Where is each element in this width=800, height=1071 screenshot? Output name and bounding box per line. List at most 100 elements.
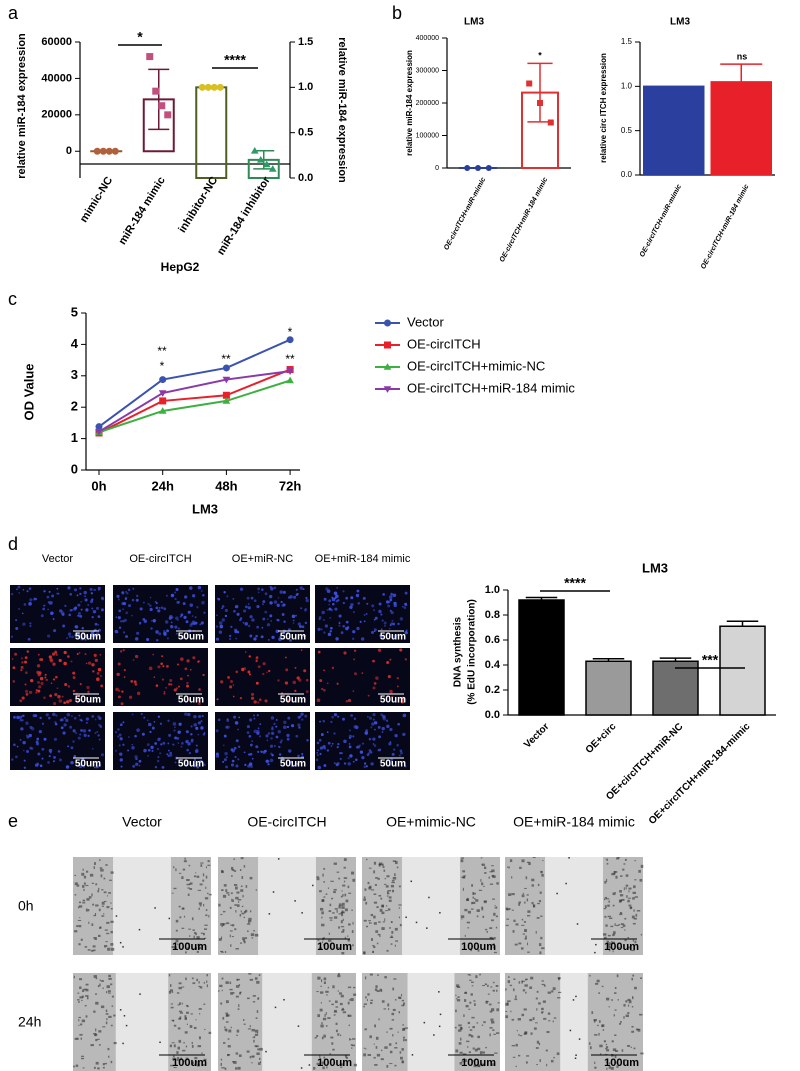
cell-speck (388, 1008, 390, 1011)
cell-speck (388, 899, 392, 902)
cell-speck (634, 896, 638, 898)
cell-dot (138, 760, 142, 763)
cell-speck (76, 884, 80, 887)
cell-speck (474, 1048, 478, 1052)
cell-dot (12, 666, 16, 670)
cell-speck (230, 892, 233, 895)
cell-dot (18, 608, 21, 610)
cell-speck (512, 930, 515, 933)
cell-speck (604, 880, 607, 884)
cell-speck (467, 927, 470, 929)
cell-dot (323, 597, 327, 601)
cell-speck (345, 1057, 349, 1059)
cell-dot (330, 608, 334, 612)
cell-dot (132, 659, 135, 661)
cell-dot (389, 598, 393, 602)
cell-speck (598, 992, 600, 994)
cell-dot (246, 596, 250, 600)
cell-speck (456, 986, 461, 989)
cell-speck (617, 946, 620, 949)
cell-dot (170, 625, 173, 627)
cell-speck (481, 882, 484, 886)
scale-bar-label: 100um (317, 941, 352, 953)
cell-speck (82, 899, 86, 902)
cell-dot (78, 652, 81, 654)
cell-speck (82, 885, 85, 888)
cell-speck (91, 893, 93, 897)
cell-dot (161, 765, 165, 769)
cell-dot (251, 618, 255, 622)
cell-speck (631, 915, 635, 919)
cell-dot (253, 637, 257, 641)
cell-speck (470, 949, 473, 952)
cell-speck (190, 1013, 193, 1015)
y-tick-label: 1.0 (298, 81, 313, 93)
cell-dot (168, 682, 171, 686)
cell-dot (155, 684, 159, 687)
cell-speck (525, 978, 528, 980)
cell-dot (273, 586, 277, 590)
cell-speck (558, 977, 561, 981)
cell-speck (251, 1056, 255, 1058)
cell-dot (251, 757, 254, 760)
cell-dot (399, 648, 403, 652)
cell-dot (226, 718, 229, 721)
cell-dot (221, 605, 225, 608)
cell-speck (102, 987, 104, 990)
cell-dot (147, 748, 151, 752)
cell-speck (507, 980, 511, 984)
cell-dot (255, 745, 259, 749)
cell-dot (87, 603, 90, 606)
cell-speck (391, 881, 395, 884)
cell-dot (47, 608, 49, 611)
cell-speck (198, 981, 200, 984)
cell-dot (381, 619, 384, 622)
cell-speck (386, 905, 388, 907)
cell-dot (41, 747, 45, 751)
cell-speck (106, 985, 110, 989)
cell-dot (248, 734, 252, 738)
cell-dot (246, 725, 250, 729)
cell-dot (114, 629, 119, 634)
cell-speck (253, 1035, 256, 1039)
cell-dot (190, 725, 193, 728)
cell-speck (594, 1061, 596, 1065)
cell-dot (220, 680, 224, 684)
cell-dot (37, 672, 41, 677)
cell-dot (156, 747, 160, 751)
data-point (216, 83, 224, 91)
x-axis-label: HepG2 (161, 260, 200, 274)
cell-speck (105, 991, 108, 994)
cell-speck (468, 1026, 470, 1028)
cell-speck (553, 1017, 557, 1019)
cell-speck (185, 1045, 188, 1048)
cell-speck (472, 1047, 475, 1050)
cell-dot (166, 629, 169, 633)
cell-speck (206, 980, 208, 983)
cell-speck (398, 916, 401, 919)
y-tick-label: 300000 (416, 67, 439, 74)
cell-speck (479, 1051, 482, 1055)
cell-speck (338, 903, 342, 907)
cell-dot (83, 590, 87, 595)
cell-speck (616, 924, 619, 927)
cell-speck (619, 1022, 622, 1025)
cell-dot (28, 602, 32, 606)
cell-dot (335, 637, 339, 641)
cell-dot (26, 750, 30, 754)
cell-speck (635, 913, 638, 917)
cell-speck (106, 932, 110, 935)
cell-dot (143, 748, 147, 753)
cell-dot (319, 720, 322, 723)
cell-dot (257, 727, 260, 730)
cell-dot (134, 654, 139, 659)
cell-dot (62, 732, 65, 735)
cell-dot (136, 594, 139, 598)
cell-speck (603, 898, 606, 901)
cell-dot (386, 724, 390, 729)
cell-dot (352, 690, 355, 692)
cell-speck (321, 923, 325, 927)
cell-speck (494, 1052, 498, 1054)
cell-speck (347, 986, 352, 989)
cell-dot (275, 725, 278, 728)
